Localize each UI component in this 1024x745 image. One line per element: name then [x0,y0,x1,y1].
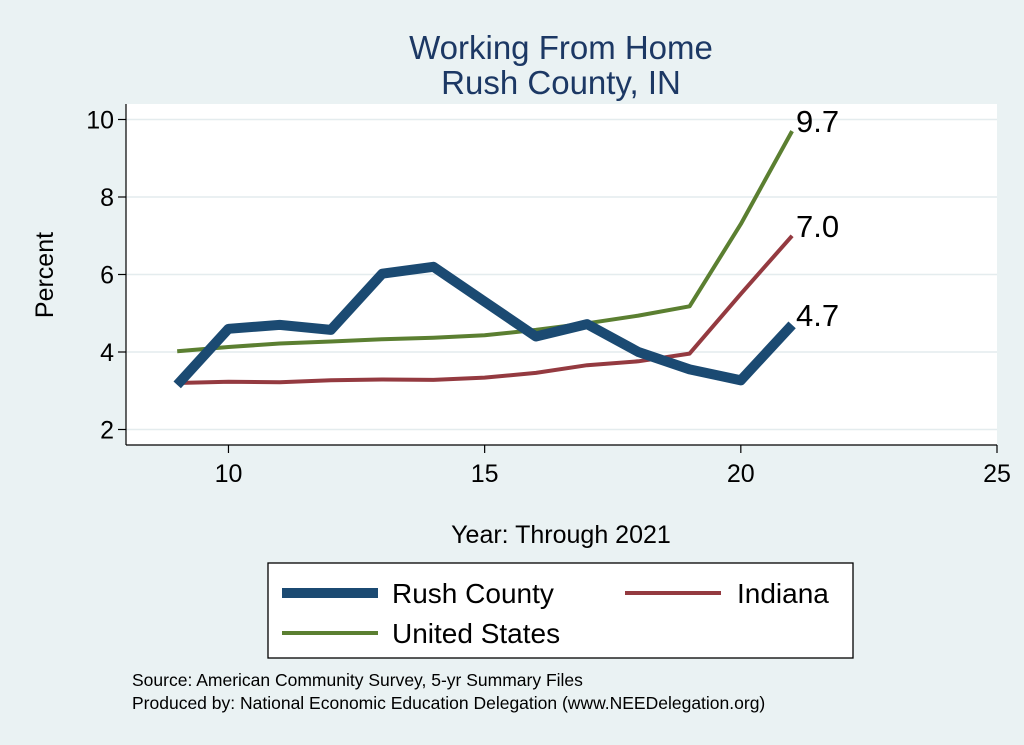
legend-label-indiana: Indiana [737,578,829,609]
x-tick-label: 15 [471,460,499,488]
y-tick-label: 2 [100,417,114,445]
source-note: Source: American Community Survey, 5-yr … [132,670,583,690]
series-line-united-states [177,130,794,354]
x-tick-label: 25 [983,460,1011,488]
x-axis-title: Year: Through 2021 [451,521,671,549]
series-lines [173,130,796,389]
end-label-indiana: 7.0 [796,209,839,244]
y-tick-label: 6 [100,262,114,290]
y-tick-label: 8 [100,184,114,212]
series-line-indiana [177,234,794,385]
x-tick-label: 20 [727,460,755,488]
end-label-united-states: 9.7 [796,104,839,139]
series-line-rush-county [173,261,796,389]
end-labels: 9.7 7.0 4.7 [796,104,839,333]
end-label-rush-county: 4.7 [796,298,839,333]
legend-label-rush-county: Rush County [392,578,554,609]
x-ticks: 10 15 20 25 [215,445,1011,488]
produced-by-note: Produced by: National Economic Education… [132,693,765,713]
chart-title-line-2: Rush County, IN [441,64,681,101]
grid-lines [126,118,997,431]
chart-title-line-1: Working From Home [409,29,713,66]
x-tick-label: 10 [215,460,243,488]
legend: Rush County Indiana United States [267,562,854,659]
legend-label-united-states: United States [392,618,560,649]
y-axis-title: Percent [31,232,59,318]
y-ticks: 2 4 6 8 10 [86,107,126,445]
legend-box [267,562,854,659]
y-tick-label: 4 [100,339,114,367]
y-tick-label: 10 [86,107,114,135]
